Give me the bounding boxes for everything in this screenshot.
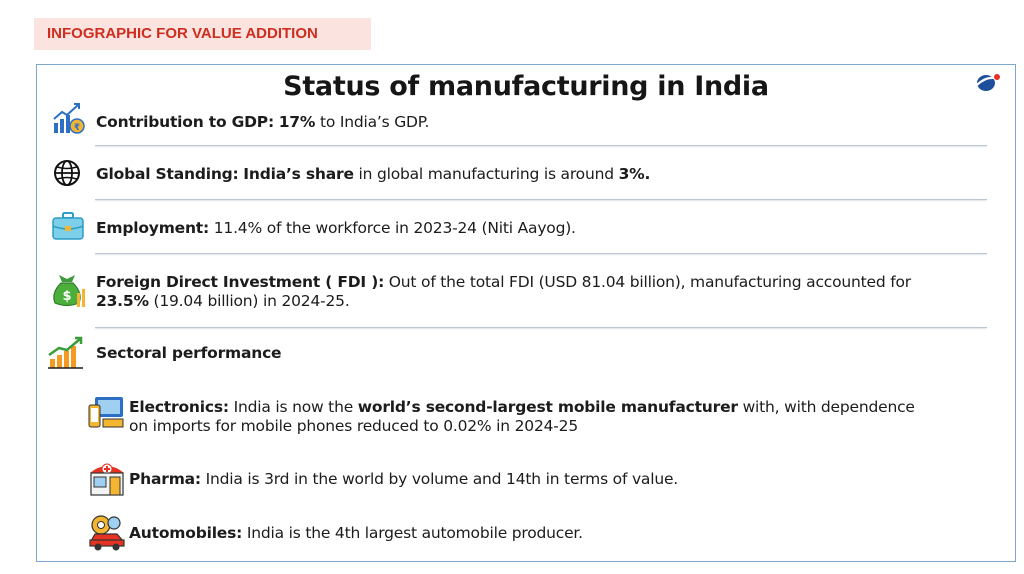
pharma-line: Pharma: India is 3rd in the world by vol… bbox=[129, 470, 679, 488]
sectoral-heading: Sectoral performance bbox=[96, 344, 282, 362]
section-tag: INFOGRAPHIC FOR VALUE ADDITION bbox=[34, 18, 371, 50]
growth-chart-icon: ₹ bbox=[53, 103, 85, 134]
infographic-card: Status of manufacturing in India ₹ Contr… bbox=[36, 64, 1016, 562]
separator bbox=[95, 145, 987, 146]
separator bbox=[95, 327, 987, 328]
gdp-line: Contribution to GDP: 17% to India’s GDP. bbox=[96, 113, 430, 131]
bar-chart-icon bbox=[48, 336, 83, 369]
separator bbox=[95, 199, 987, 200]
page-title: Status of manufacturing in India bbox=[283, 71, 769, 102]
fdi-line-2: 23.5% (19.04 billion) in 2024-25. bbox=[96, 292, 350, 310]
money-bag-icon: $ bbox=[53, 275, 85, 307]
globe-icon bbox=[54, 160, 80, 186]
separator bbox=[95, 253, 987, 254]
svg-text:$: $ bbox=[62, 289, 71, 304]
automobiles-line: Automobiles: India is the 4th largest au… bbox=[129, 524, 583, 542]
fdi-line-1: Foreign Direct Investment ( FDI ): Out o… bbox=[96, 273, 911, 291]
global-standing-line: Global Standing: India’s share in global… bbox=[96, 165, 651, 183]
pharmacy-icon bbox=[90, 463, 124, 496]
electronics-line-2: on imports for mobile phones reduced to … bbox=[129, 417, 578, 435]
electronics-icon bbox=[88, 397, 124, 428]
electronics-line-1: Electronics: India is now the world’s se… bbox=[129, 398, 915, 416]
automobile-gear-icon bbox=[89, 515, 125, 551]
employment-line: Employment: 11.4% of the workforce in 20… bbox=[96, 219, 576, 237]
svg-text:₹: ₹ bbox=[74, 123, 80, 133]
logo-icon bbox=[976, 74, 1000, 91]
briefcase-icon bbox=[52, 212, 84, 240]
